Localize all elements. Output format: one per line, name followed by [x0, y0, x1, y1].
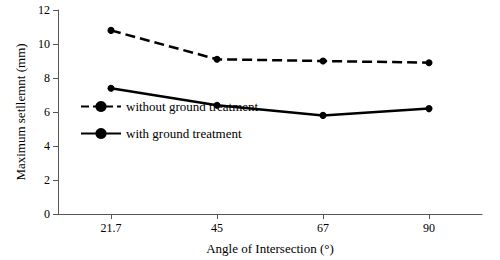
svg-text:6: 6 — [44, 105, 50, 119]
svg-text:8: 8 — [44, 71, 50, 85]
svg-text:2: 2 — [44, 173, 50, 187]
svg-text:Maximum setllemnt (mm): Maximum setllemnt (mm) — [13, 43, 28, 180]
svg-text:12: 12 — [38, 3, 50, 17]
svg-text:0: 0 — [44, 207, 50, 221]
svg-text:67: 67 — [317, 221, 329, 235]
svg-text:90: 90 — [423, 221, 435, 235]
svg-text:10: 10 — [38, 37, 50, 51]
svg-text:Angle of Intersection (°): Angle of Intersection (°) — [206, 241, 334, 256]
svg-text:21.7: 21.7 — [101, 221, 122, 235]
svg-text:45: 45 — [211, 221, 223, 235]
svg-text:4: 4 — [44, 139, 50, 153]
svg-text:without ground treatment: without ground treatment — [126, 99, 259, 114]
svg-text:with ground treatment: with ground treatment — [126, 126, 242, 141]
